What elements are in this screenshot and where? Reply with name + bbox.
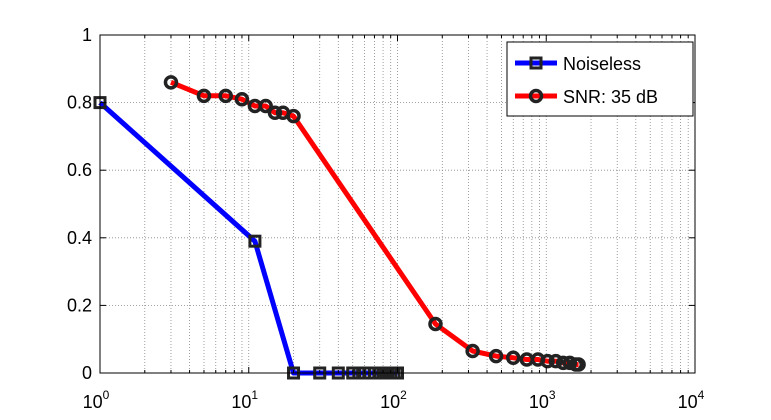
x-tick-label: 103 bbox=[529, 388, 556, 412]
legend-entry: Noiseless bbox=[515, 54, 641, 74]
series-snr-35db bbox=[163, 75, 586, 372]
y-tick-label: 1 bbox=[82, 25, 92, 45]
legend-label: SNR: 35 dB bbox=[563, 87, 658, 107]
data-point bbox=[555, 355, 571, 371]
data-point bbox=[196, 88, 212, 104]
data-point bbox=[428, 316, 443, 332]
series-layer bbox=[93, 75, 586, 380]
legend-marker bbox=[528, 88, 544, 104]
y-tick-label: 0.4 bbox=[67, 228, 92, 248]
data-point bbox=[286, 108, 301, 124]
legend-box bbox=[506, 41, 694, 117]
legend: Noiseless SNR: 35 dB bbox=[506, 41, 694, 117]
legend-label: Noiseless bbox=[563, 54, 641, 74]
data-point bbox=[218, 88, 233, 104]
y-tick-label: 0.2 bbox=[67, 295, 92, 315]
legend-entry: SNR: 35 dB bbox=[515, 87, 658, 107]
data-point bbox=[488, 348, 504, 364]
grid-lines bbox=[100, 35, 695, 373]
data-point bbox=[267, 105, 283, 120]
data-point bbox=[571, 357, 586, 372]
data-point bbox=[258, 98, 273, 114]
data-point bbox=[248, 234, 262, 248]
data-point bbox=[540, 353, 555, 369]
x-tick-label: 100 bbox=[83, 388, 110, 412]
data-point bbox=[548, 353, 564, 369]
x-tick-label: 102 bbox=[380, 388, 407, 412]
data-point bbox=[234, 91, 250, 107]
data-point bbox=[163, 75, 179, 90]
data-point bbox=[506, 350, 521, 366]
x-tick-label: 101 bbox=[231, 388, 258, 412]
y-tick-label: 0 bbox=[82, 363, 92, 383]
axis-ticks: 0 0.2 0.4 0.6 0.8 1 100 101 102 103 104 bbox=[67, 25, 705, 412]
x-tick-label: 104 bbox=[678, 388, 705, 412]
y-tick-label: 0.6 bbox=[67, 160, 92, 180]
legend-marker bbox=[529, 56, 543, 70]
data-point bbox=[465, 343, 480, 359]
y-tick-label: 0.8 bbox=[67, 93, 92, 113]
